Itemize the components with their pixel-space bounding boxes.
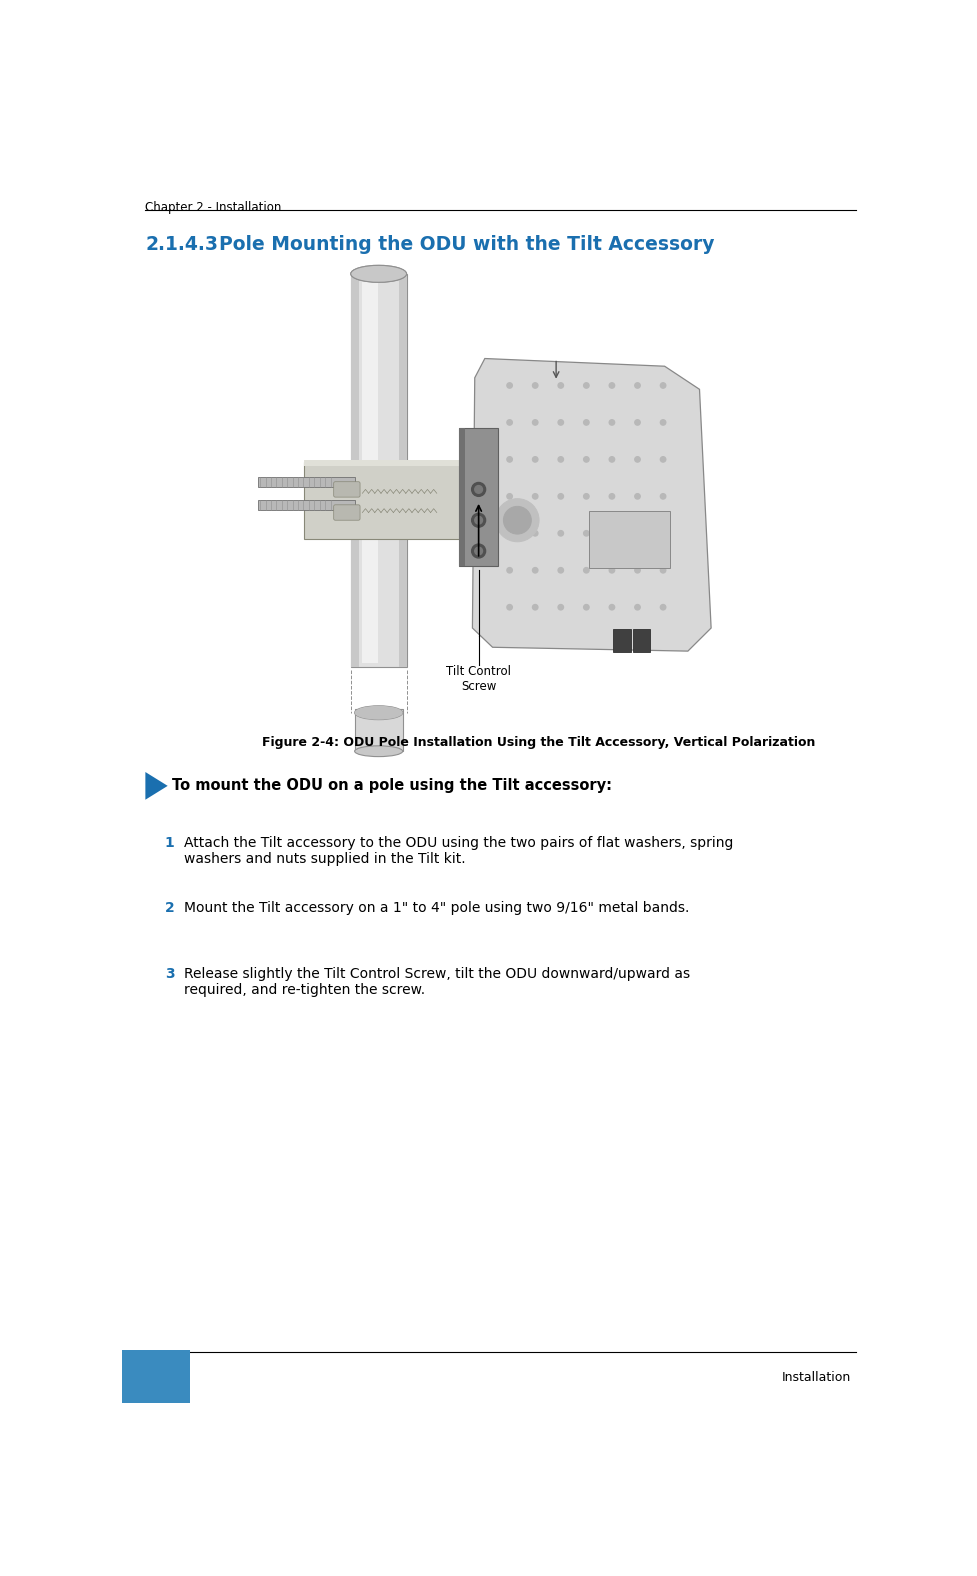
Circle shape	[635, 383, 640, 388]
Circle shape	[472, 482, 486, 496]
Circle shape	[610, 605, 615, 610]
Circle shape	[635, 605, 640, 610]
Circle shape	[583, 457, 589, 462]
Circle shape	[558, 383, 564, 388]
FancyBboxPatch shape	[362, 277, 378, 662]
Circle shape	[583, 605, 589, 610]
Circle shape	[507, 605, 512, 610]
Circle shape	[558, 567, 564, 574]
Text: 2.1.4.3: 2.1.4.3	[146, 235, 219, 254]
Circle shape	[532, 419, 538, 426]
Circle shape	[583, 567, 589, 574]
Circle shape	[532, 493, 538, 500]
FancyBboxPatch shape	[258, 476, 355, 487]
Ellipse shape	[355, 706, 403, 720]
Circle shape	[472, 544, 486, 558]
Circle shape	[610, 567, 615, 574]
FancyBboxPatch shape	[459, 427, 498, 566]
FancyBboxPatch shape	[614, 629, 630, 652]
Circle shape	[660, 383, 665, 388]
Text: Chapter 2 - Installation: Chapter 2 - Installation	[146, 200, 281, 214]
FancyBboxPatch shape	[334, 482, 361, 496]
Circle shape	[610, 493, 615, 500]
Circle shape	[532, 457, 538, 462]
Circle shape	[610, 383, 615, 388]
Ellipse shape	[351, 265, 406, 282]
Circle shape	[532, 605, 538, 610]
Circle shape	[610, 419, 615, 426]
Circle shape	[558, 605, 564, 610]
Circle shape	[507, 531, 512, 536]
Circle shape	[660, 419, 665, 426]
Circle shape	[472, 514, 486, 526]
Circle shape	[635, 567, 640, 574]
FancyBboxPatch shape	[334, 504, 361, 520]
FancyBboxPatch shape	[351, 274, 359, 667]
Circle shape	[583, 531, 589, 536]
Circle shape	[558, 419, 564, 426]
Text: 3: 3	[165, 966, 174, 980]
Circle shape	[507, 567, 512, 574]
Circle shape	[507, 457, 512, 462]
Text: Pole Mounting the ODU with the Tilt Accessory: Pole Mounting the ODU with the Tilt Acce…	[219, 235, 714, 254]
Circle shape	[558, 457, 564, 462]
Circle shape	[507, 493, 512, 500]
Ellipse shape	[355, 706, 403, 720]
Text: Tilt Control
Screw: Tilt Control Screw	[446, 665, 511, 693]
Circle shape	[610, 531, 615, 536]
FancyBboxPatch shape	[633, 629, 650, 652]
Text: Installation: Installation	[782, 1371, 851, 1384]
FancyBboxPatch shape	[589, 511, 670, 567]
Text: Release slightly the Tilt Control Screw, tilt the ODU downward/upward as
require: Release slightly the Tilt Control Screw,…	[184, 966, 690, 998]
FancyBboxPatch shape	[355, 709, 403, 752]
Circle shape	[507, 383, 512, 388]
Polygon shape	[304, 462, 475, 539]
Circle shape	[635, 493, 640, 500]
FancyBboxPatch shape	[399, 274, 406, 667]
Text: 1: 1	[165, 835, 175, 849]
Polygon shape	[146, 772, 168, 799]
Circle shape	[660, 567, 665, 574]
FancyBboxPatch shape	[258, 500, 355, 509]
Text: To mount the ODU on a pole using the Tilt accessory:: To mount the ODU on a pole using the Til…	[173, 779, 613, 793]
Circle shape	[583, 493, 589, 500]
Circle shape	[558, 531, 564, 536]
Circle shape	[635, 531, 640, 536]
Circle shape	[503, 506, 531, 534]
Circle shape	[507, 419, 512, 426]
FancyBboxPatch shape	[459, 427, 465, 566]
Circle shape	[660, 457, 665, 462]
Circle shape	[635, 457, 640, 462]
Circle shape	[475, 517, 483, 525]
Text: 2: 2	[165, 901, 175, 916]
Text: Attach the Tilt accessory to the ODU using the two pairs of flat washers, spring: Attach the Tilt accessory to the ODU usi…	[184, 835, 734, 867]
Ellipse shape	[351, 265, 406, 282]
Circle shape	[583, 419, 589, 426]
Circle shape	[660, 605, 665, 610]
Circle shape	[610, 457, 615, 462]
Circle shape	[532, 531, 538, 536]
Ellipse shape	[355, 745, 403, 756]
Circle shape	[635, 419, 640, 426]
Circle shape	[475, 547, 483, 555]
Polygon shape	[473, 358, 711, 651]
Circle shape	[532, 383, 538, 388]
FancyBboxPatch shape	[351, 274, 406, 667]
FancyBboxPatch shape	[304, 460, 475, 466]
Text: Mount the Tilt accessory on a 1" to 4" pole using two 9/16" metal bands.: Mount the Tilt accessory on a 1" to 4" p…	[184, 901, 690, 916]
Circle shape	[495, 498, 539, 542]
Circle shape	[532, 567, 538, 574]
Circle shape	[583, 383, 589, 388]
Circle shape	[475, 485, 483, 493]
Text: 30: 30	[149, 1371, 164, 1384]
FancyBboxPatch shape	[122, 1351, 191, 1403]
Circle shape	[660, 493, 665, 500]
Text: Figure 2-4: ODU Pole Installation Using the Tilt Accessory, Vertical Polarizatio: Figure 2-4: ODU Pole Installation Using …	[262, 736, 815, 749]
Circle shape	[660, 531, 665, 536]
Circle shape	[558, 493, 564, 500]
